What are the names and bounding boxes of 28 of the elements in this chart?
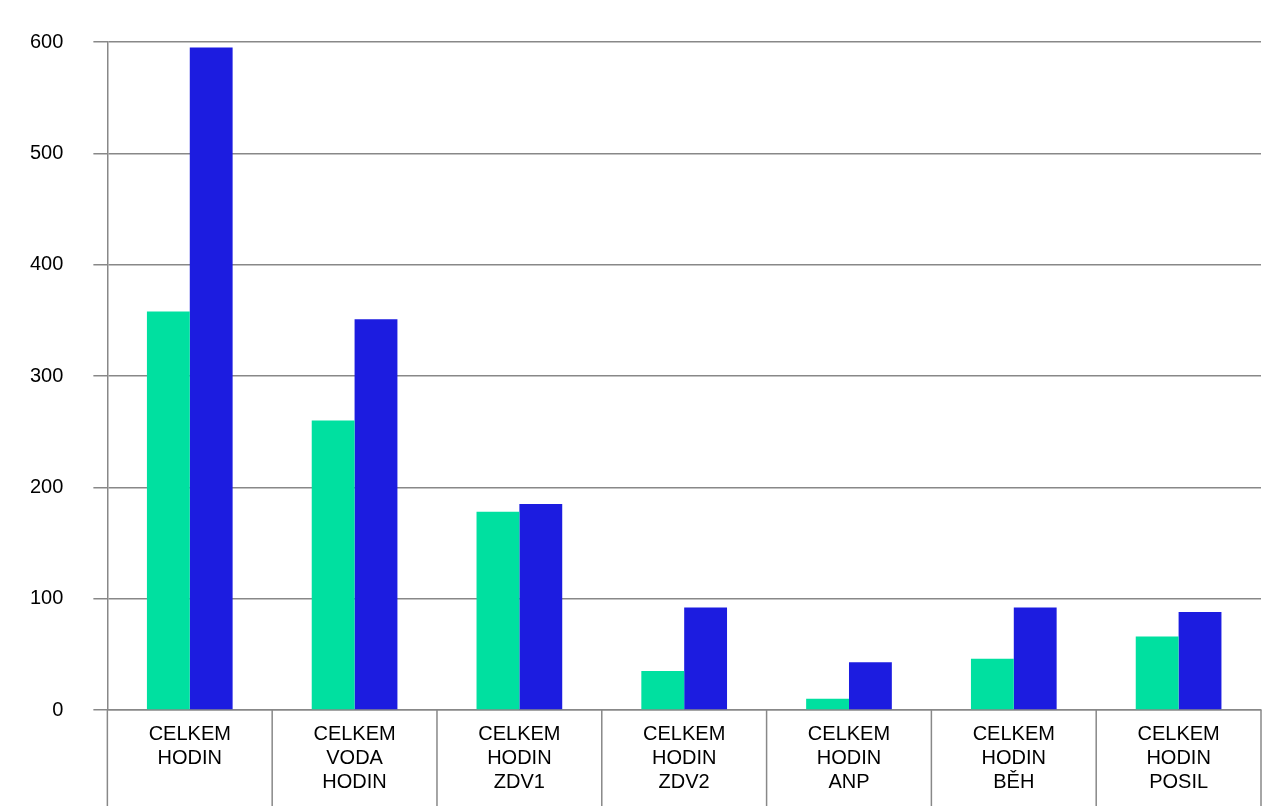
bar [189,47,233,710]
x-tick-label: CELKEM HODIN POSIL [1137,721,1220,792]
y-tick-label: 100 [29,586,64,609]
bar [1178,612,1222,710]
bar [519,504,563,710]
bar [806,698,849,710]
bar [641,671,685,710]
x-tick-label: CELKEM HODIN ZDV2 [643,721,726,792]
bar [848,662,892,710]
y-tick-label: 200 [29,474,64,497]
x-tick-label: CELKEM HODIN ZDV1 [478,721,561,792]
bar [146,311,190,710]
bar [354,319,398,710]
y-tick-label: 400 [29,252,64,275]
bar [311,420,355,710]
y-tick-label: 600 [29,29,64,52]
bar [1013,607,1057,710]
y-tick-label: 500 [29,140,64,163]
y-tick-label: 300 [29,363,64,386]
x-tick-label: CELKEM VODA HODIN [313,721,396,792]
bar [970,658,1014,710]
bar [1135,636,1179,710]
x-tick-label: CELKEM HODIN [148,721,231,768]
x-tick-label: CELKEM HODIN ANP [807,721,891,792]
y-tick-label: 0 [52,697,64,720]
bar [684,607,728,710]
x-tick-label: CELKEM HODIN BĚH [972,721,1055,792]
bar [476,511,520,710]
